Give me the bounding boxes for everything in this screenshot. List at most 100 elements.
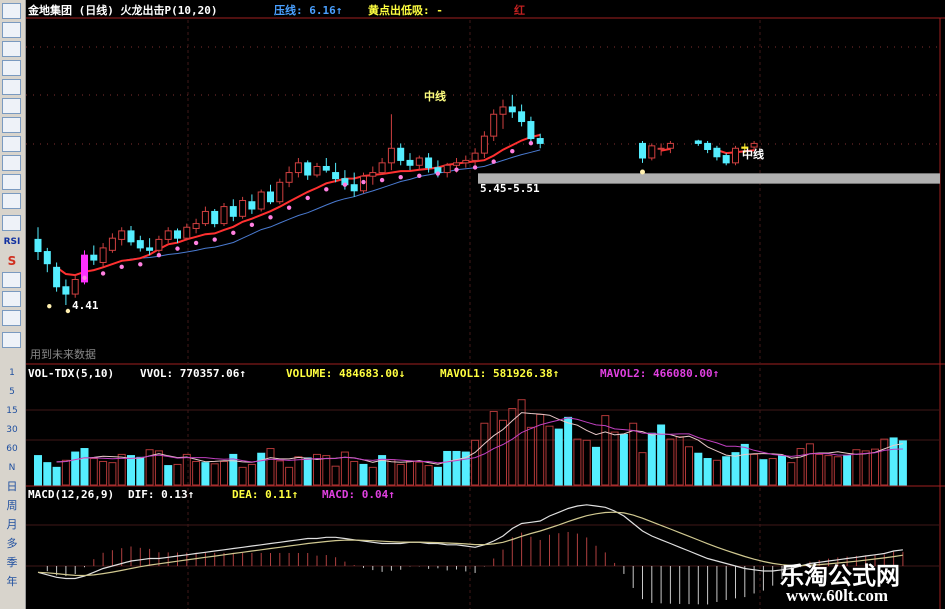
vvol-value: VVOL: 770357.06↑: [140, 367, 246, 380]
indicator-icon[interactable]: [2, 215, 21, 231]
period-button-10[interactable]: 季: [6, 556, 18, 569]
volume-bar: [898, 440, 907, 486]
grid-icon[interactable]: [2, 22, 21, 38]
signal-dot: [212, 237, 217, 242]
layers-icon[interactable]: [2, 79, 21, 95]
macd-indicator-name[interactable]: MACD(12,26,9): [28, 488, 115, 501]
volume-bar: [843, 455, 852, 486]
volume-bar: [378, 455, 387, 486]
candle: [174, 230, 181, 239]
period-button-0[interactable]: 1: [9, 368, 15, 378]
period-button-9[interactable]: 多: [6, 537, 18, 550]
candle: [285, 172, 293, 183]
candle: [211, 210, 219, 225]
mavol2-value: MAVOL2: 466080.00↑: [600, 367, 720, 380]
volume-bar: [71, 451, 80, 486]
volume-bar: [275, 460, 284, 486]
candle: [704, 142, 712, 150]
candle-icon[interactable]: [2, 60, 21, 76]
box-icon[interactable]: [2, 136, 21, 152]
s-icon[interactable]: S: [7, 254, 17, 268]
history-icon[interactable]: [2, 3, 21, 19]
volume-bar: [396, 463, 405, 486]
signal-dot: [361, 179, 366, 185]
volume-bar: [387, 459, 396, 486]
volume-bar: [610, 431, 619, 486]
volume-bar: [526, 426, 535, 486]
signal-dot: [435, 171, 441, 176]
candle: [183, 226, 191, 239]
volume-bar: [629, 422, 638, 486]
volume-bar: [322, 455, 331, 486]
signal-dot: [398, 174, 403, 180]
candle: [639, 142, 646, 159]
period-button-5[interactable]: N: [8, 463, 16, 473]
volume-bar: [712, 459, 721, 486]
candle: [499, 106, 507, 115]
candle: [53, 266, 61, 288]
candle: [425, 157, 433, 169]
volume-bar: [871, 448, 879, 486]
export-icon[interactable]: [2, 291, 21, 307]
fs-icon[interactable]: [2, 332, 21, 348]
candle: [201, 210, 209, 225]
candle: [136, 240, 144, 249]
volume-bar: [861, 450, 870, 486]
period-button-7[interactable]: 周: [6, 499, 18, 512]
mavol1-line: [56, 412, 903, 465]
volume-indicator-name[interactable]: VOL-TDX(5,10): [28, 367, 115, 380]
candle: [722, 155, 730, 164]
signal-dot: [491, 159, 496, 164]
mid-line-label-right: 中线: [742, 148, 764, 161]
candle: [304, 162, 312, 176]
period-button-2[interactable]: 15: [6, 406, 18, 416]
period-button-11[interactable]: 年: [6, 575, 18, 588]
period-button-3[interactable]: 30: [6, 425, 18, 435]
period-button-8[interactable]: 月: [6, 518, 18, 531]
period-button-4[interactable]: 60: [6, 444, 18, 454]
volume-bar: [164, 465, 173, 486]
candle: [406, 159, 414, 166]
fx-icon[interactable]: [2, 155, 21, 171]
formula-icon[interactable]: [2, 174, 21, 190]
volume-bar: [117, 453, 126, 486]
volume-value: VOLUME: 484683.00↓: [286, 367, 406, 380]
candle: [527, 121, 535, 140]
volume-bar: [285, 466, 294, 486]
volume-bar: [703, 458, 712, 486]
candle: [490, 113, 498, 137]
line-chart-icon[interactable]: [2, 41, 21, 57]
pencil-icon[interactable]: [2, 310, 21, 326]
candle: [99, 247, 107, 263]
period-button-1[interactable]: 5: [9, 387, 15, 397]
volume-bar: [433, 466, 442, 486]
fq-icon[interactable]: [2, 98, 21, 114]
volume-bar: [508, 408, 517, 486]
volume-bar: [173, 463, 182, 486]
volume-bar: [52, 466, 61, 486]
note-icon[interactable]: [2, 117, 21, 133]
candle: [220, 206, 228, 225]
signal-dot: [249, 222, 255, 228]
candle: [508, 106, 516, 113]
stock-title: 金地集团 (日线) 火龙出击P(10,20): [28, 4, 218, 17]
volume-bar: [340, 451, 349, 486]
candle: [146, 247, 154, 251]
volume-bar: [517, 399, 526, 486]
rsi-icon[interactable]: RSI: [3, 237, 21, 247]
move-icon[interactable]: [2, 272, 21, 288]
period-button-6[interactable]: 日: [6, 480, 18, 493]
volume-bar: [833, 456, 842, 486]
candle: [378, 162, 386, 174]
candle: [741, 146, 749, 149]
low-label: 4.41: [72, 299, 99, 312]
volume-bar: [731, 452, 740, 486]
zoom-icon[interactable]: [2, 193, 21, 209]
volume-bar: [247, 463, 256, 486]
volume-bar: [666, 438, 675, 486]
volume-bar: [192, 460, 201, 486]
candle: [443, 164, 451, 174]
signal-dot: [379, 177, 385, 183]
candle: [397, 147, 405, 161]
